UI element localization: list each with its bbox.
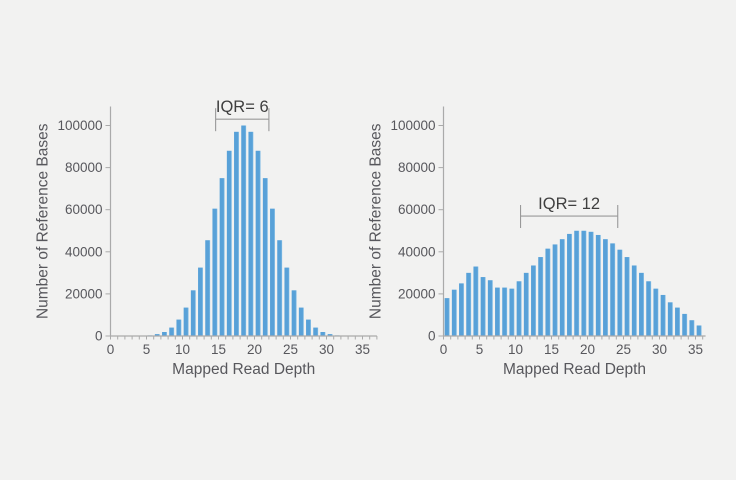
bar xyxy=(531,265,536,336)
y-tick-label: 100000 xyxy=(57,118,102,133)
y-tick-label: 0 xyxy=(95,329,103,344)
y-tick-label: 0 xyxy=(428,329,436,344)
iqr-label: IQR= 12 xyxy=(538,195,600,213)
x-tick-label: 0 xyxy=(107,342,115,357)
bar xyxy=(205,240,210,336)
x-tick-label: 20 xyxy=(580,342,595,357)
bar xyxy=(646,281,651,336)
bar xyxy=(299,308,304,336)
bar xyxy=(176,320,181,336)
x-tick-label: 35 xyxy=(688,342,703,357)
bar xyxy=(682,314,687,336)
bar xyxy=(625,257,630,336)
right-histogram: 0 5 10 15 20 25 30 35 0 20000 40000 60000 80000 10000… xyxy=(368,107,706,378)
bar xyxy=(502,288,507,336)
x-tick-label: 10 xyxy=(175,342,190,357)
x-tick-label: 15 xyxy=(211,342,226,357)
y-axis-title: Number of Reference Bases xyxy=(368,123,385,319)
bar xyxy=(220,178,225,336)
y-tick-label: 100000 xyxy=(390,118,435,133)
bars xyxy=(148,126,347,337)
bar xyxy=(292,290,297,336)
x-tick-label: 25 xyxy=(283,342,298,357)
y-tick-label: 60000 xyxy=(65,202,103,217)
bar xyxy=(169,328,174,336)
bar xyxy=(256,151,261,336)
bar xyxy=(589,232,594,336)
bar xyxy=(284,268,289,336)
y-tick-label: 60000 xyxy=(398,202,436,217)
x-tick-label: 30 xyxy=(319,342,334,357)
bar xyxy=(306,320,311,336)
bar xyxy=(697,325,702,336)
y-axis-title: Number of Reference Bases xyxy=(35,123,52,319)
bar xyxy=(617,250,622,336)
bar xyxy=(545,249,550,336)
x-tick-label: 15 xyxy=(544,342,559,357)
bar xyxy=(596,235,601,336)
bar xyxy=(459,283,464,336)
bar xyxy=(675,308,680,336)
iqr-bracket: IQR= 12 xyxy=(521,195,618,228)
bar xyxy=(567,234,572,336)
bar xyxy=(248,132,253,336)
bar xyxy=(574,231,579,336)
bar xyxy=(198,268,203,336)
iqr-label: IQR= 6 xyxy=(216,98,269,116)
x-tick-label: 10 xyxy=(508,342,523,357)
x-tick-label: 30 xyxy=(652,342,667,357)
bar xyxy=(313,328,318,336)
left-histogram: 0 5 10 15 20 25 30 35 0 20000 40000 60000 80000 10000… xyxy=(35,98,377,378)
bar xyxy=(473,267,478,336)
bar xyxy=(227,151,232,336)
x-tick-label: 0 xyxy=(440,342,448,357)
bar xyxy=(603,239,608,336)
x-tick-label: 25 xyxy=(616,342,631,357)
x-tick-label: 20 xyxy=(247,342,262,357)
bar xyxy=(263,178,268,336)
bar xyxy=(538,257,543,336)
y-tick-label: 80000 xyxy=(398,160,436,175)
bar xyxy=(610,243,615,336)
y-tick-label: 40000 xyxy=(398,244,436,259)
bar xyxy=(270,209,275,336)
bar xyxy=(234,132,239,336)
bar xyxy=(689,320,694,336)
bar xyxy=(661,295,666,336)
y-tick-label: 40000 xyxy=(65,244,103,259)
bar xyxy=(184,308,189,336)
bar xyxy=(668,302,673,336)
bar xyxy=(466,273,471,336)
x-axis-title: Mapped Read Depth xyxy=(172,361,315,378)
bar xyxy=(191,290,196,336)
bar xyxy=(653,289,658,336)
bar xyxy=(495,288,500,336)
bar xyxy=(445,298,450,336)
bar xyxy=(488,280,493,336)
bar xyxy=(632,265,637,336)
x-tick-label: 5 xyxy=(476,342,484,357)
bar xyxy=(524,273,529,336)
bar xyxy=(277,240,282,336)
y-tick-label: 80000 xyxy=(65,160,103,175)
bar xyxy=(241,126,246,337)
x-axis-title: Mapped Read Depth xyxy=(503,361,646,378)
bar xyxy=(553,244,558,336)
y-tick-label: 20000 xyxy=(398,286,436,301)
bar xyxy=(517,281,522,336)
bar xyxy=(212,209,217,336)
bar xyxy=(509,289,514,336)
y-tick-label: 20000 xyxy=(65,286,103,301)
bars xyxy=(445,231,702,336)
x-tick-label: 5 xyxy=(143,342,151,357)
bar xyxy=(639,273,644,336)
x-tick-label: 35 xyxy=(355,342,370,357)
bar xyxy=(581,231,586,336)
bar xyxy=(481,277,486,336)
bar xyxy=(452,290,457,336)
bar xyxy=(560,239,565,336)
